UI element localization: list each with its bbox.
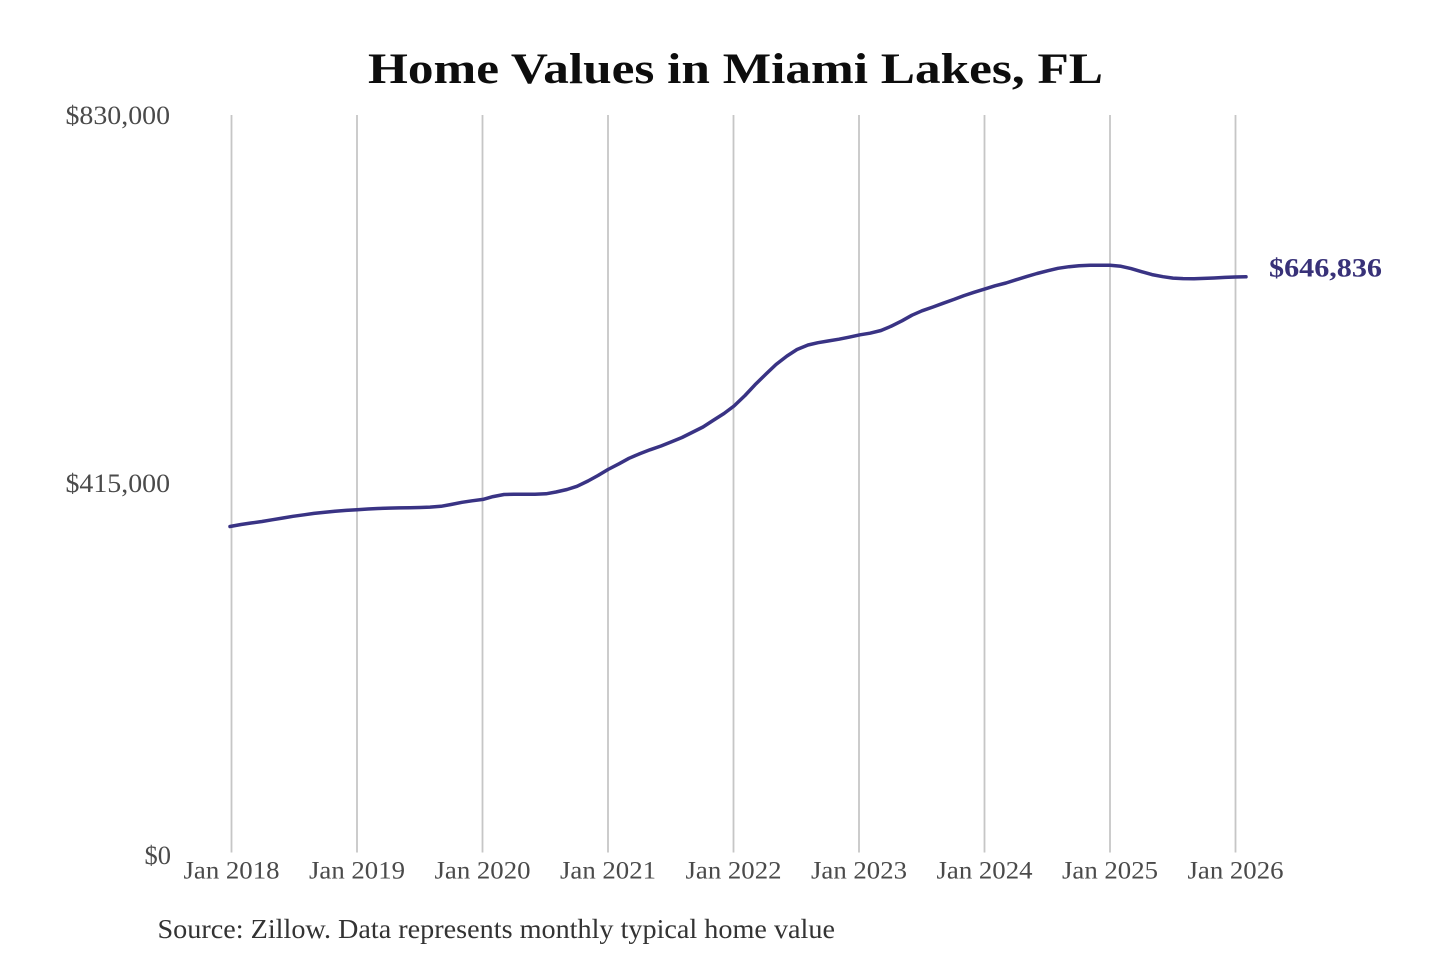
svg-text:Jan 2018: Jan 2018 <box>184 858 280 885</box>
svg-text:Jan 2025: Jan 2025 <box>1062 858 1158 885</box>
svg-text:Jan 2022: Jan 2022 <box>686 858 782 885</box>
svg-text:Jan 2020: Jan 2020 <box>435 858 531 885</box>
svg-text:Source: Zillow. Data represent: Source: Zillow. Data represents monthly … <box>158 914 836 944</box>
svg-text:Jan 2021: Jan 2021 <box>560 858 656 885</box>
svg-text:$415,000: $415,000 <box>66 469 171 498</box>
svg-text:Jan 2023: Jan 2023 <box>811 858 907 885</box>
svg-text:$646,836: $646,836 <box>1269 254 1382 283</box>
svg-text:Jan 2024: Jan 2024 <box>937 858 1034 885</box>
svg-text:$830,000: $830,000 <box>66 101 171 130</box>
svg-text:Jan 2019: Jan 2019 <box>309 858 405 885</box>
svg-text:$0: $0 <box>145 841 172 870</box>
svg-text:Home Values in Miami Lakes, FL: Home Values in Miami Lakes, FL <box>368 46 1103 93</box>
svg-text:Jan 2026: Jan 2026 <box>1188 858 1284 885</box>
